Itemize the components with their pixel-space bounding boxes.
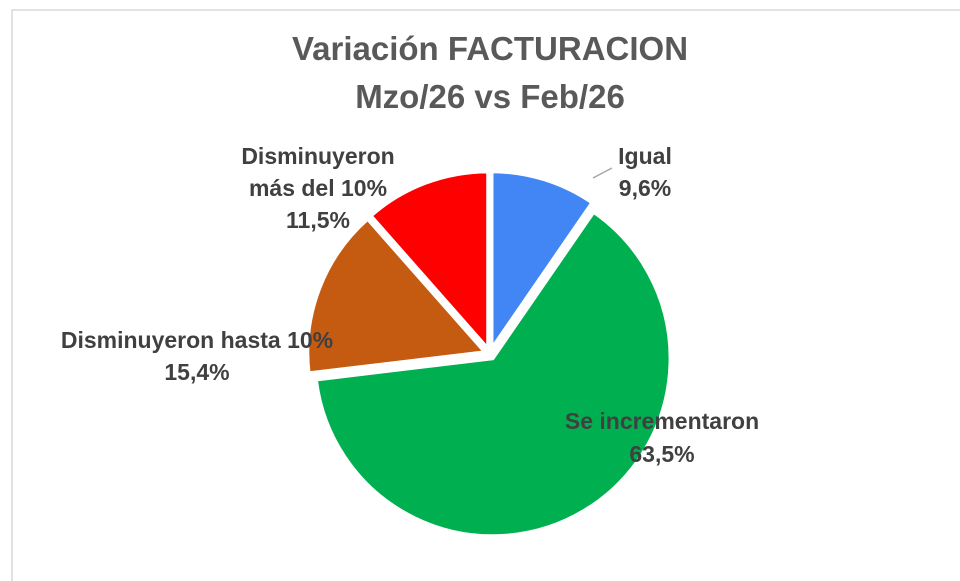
value-label: 11,5% <box>286 207 350 233</box>
category-label: Se incrementaron <box>564 408 760 434</box>
pie-slice <box>305 215 490 376</box>
category-label: Igual <box>618 143 672 169</box>
value-label: 63,5% <box>629 441 695 467</box>
pie-slice <box>367 169 491 355</box>
chart-title: Mzo/26 vs Feb/26 <box>355 78 625 115</box>
category-label: Disminuyeron hasta 10% <box>60 327 334 353</box>
category-label: Disminuyeron más del 10% <box>241 143 395 201</box>
pie-slice <box>489 169 596 356</box>
value-label: 9,6% <box>618 175 672 201</box>
value-label: 15,4% <box>164 359 230 385</box>
pie-slice <box>313 208 673 539</box>
chart-border <box>11 9 960 581</box>
chart-title: Variación FACTURACION <box>291 30 689 67</box>
leader-line <box>592 167 613 179</box>
